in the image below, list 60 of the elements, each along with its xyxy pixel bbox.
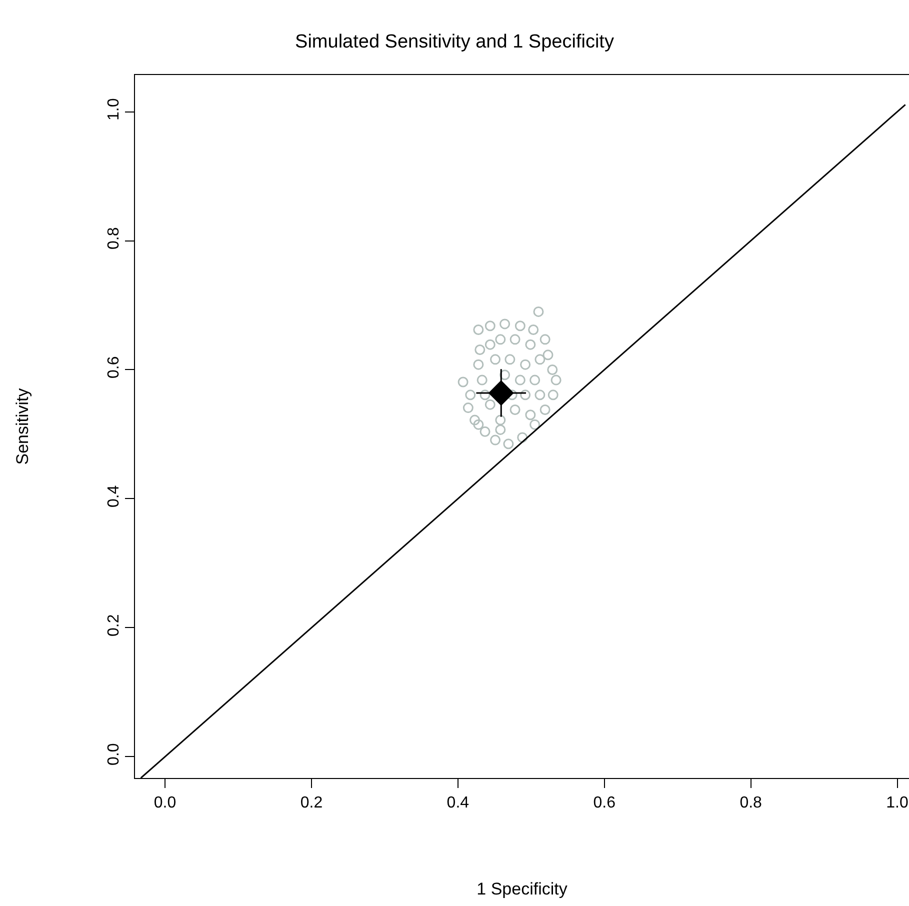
point (503, 438, 514, 450)
y-tick-label: 0.8 (105, 227, 122, 250)
point (548, 390, 558, 400)
point (488, 380, 514, 406)
point (530, 419, 540, 430)
point (514, 374, 526, 386)
point (534, 354, 546, 365)
point (495, 414, 506, 426)
point (458, 376, 468, 388)
point (473, 324, 484, 336)
point (514, 320, 526, 332)
point (495, 424, 506, 435)
x-tick-label: 0.8 (740, 794, 762, 812)
point (520, 390, 531, 400)
point (542, 350, 554, 360)
x-tick-label: 0.0 (154, 794, 176, 812)
y-tick-label: 0.2 (105, 614, 122, 636)
y-tick-label: 0.4 (105, 485, 122, 508)
point (510, 404, 520, 415)
point (480, 390, 490, 400)
point (490, 434, 501, 446)
point (540, 334, 550, 345)
point (484, 320, 496, 332)
point (510, 334, 520, 345)
point (520, 359, 531, 370)
point (525, 410, 536, 420)
point (470, 414, 480, 426)
point (550, 374, 562, 386)
point (540, 404, 550, 415)
point (473, 419, 484, 430)
point (490, 354, 501, 365)
point (534, 390, 546, 400)
point (480, 426, 490, 437)
point (528, 324, 539, 336)
point (476, 374, 488, 386)
point (500, 370, 510, 380)
x-axis-title: 1 Specificity (476, 880, 568, 899)
point (517, 432, 528, 443)
y-tick-label: 1.0 (105, 98, 122, 120)
point (495, 334, 506, 345)
point (484, 399, 496, 410)
x-tick-label: 1.0 (886, 794, 908, 812)
point (474, 344, 486, 355)
point (462, 402, 474, 414)
chart-title: Simulated Sensitivity and 1 Specificity (295, 31, 614, 52)
point (547, 364, 558, 375)
point (525, 339, 536, 350)
point (533, 306, 544, 317)
point (500, 318, 510, 330)
x-tick-label: 0.6 (593, 794, 616, 812)
x-tick-label: 0.4 (446, 794, 470, 812)
y-tick-label: 0.0 (105, 743, 122, 766)
point (530, 374, 540, 386)
point (504, 354, 516, 365)
point (473, 359, 484, 370)
y-axis-title: Sensitivity (13, 388, 32, 465)
point (484, 339, 496, 350)
y-tick-label: 0.6 (105, 356, 122, 378)
x-tick-label: 0.2 (300, 794, 323, 812)
point (465, 390, 476, 400)
